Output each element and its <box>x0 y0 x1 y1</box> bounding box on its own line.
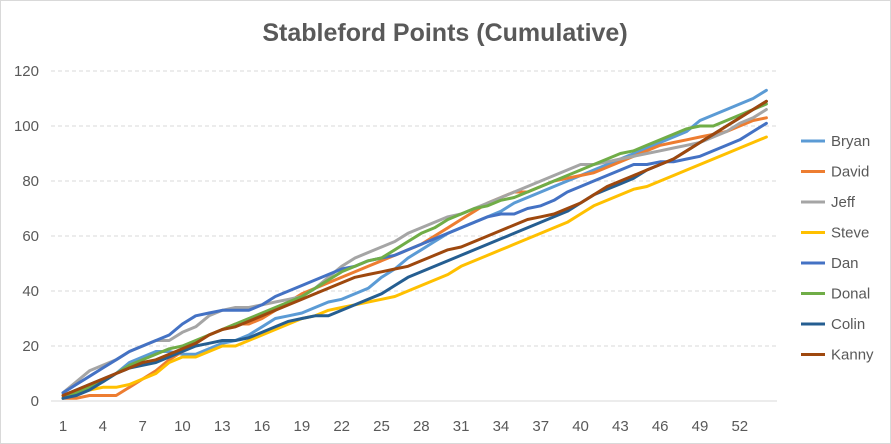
legend-label-jeff: Jeff <box>831 194 856 211</box>
legend-label-bryan: Bryan <box>831 133 870 150</box>
x-tick-label: 49 <box>692 418 709 435</box>
axes: 0 20 40 60 80 100 120 1 4 7 10 13 16 19 22 25 28 31 34 37 40… <box>14 63 777 435</box>
y-tick-label: 20 <box>22 338 39 355</box>
legend-label-steve: Steve <box>831 225 869 242</box>
x-tick-label: 40 <box>572 418 589 435</box>
series-line-kanny <box>61 99 768 397</box>
x-tick-label: 37 <box>532 418 549 435</box>
y-tick-label: 60 <box>22 228 39 245</box>
y-tick-label: 40 <box>22 283 39 300</box>
x-tick-label: 22 <box>333 418 350 435</box>
y-tick-label: 100 <box>14 118 39 135</box>
x-tick-label: 31 <box>453 418 470 435</box>
y-tick-label: 0 <box>31 393 39 410</box>
x-tick-label: 25 <box>373 418 390 435</box>
chart-title: Stableford Points (Cumulative) <box>262 19 627 47</box>
x-tick-label: 4 <box>99 418 107 435</box>
series-line-donal <box>61 102 768 400</box>
y-tick-label: 120 <box>14 63 39 80</box>
legend-label-donal: Donal <box>831 286 870 303</box>
gridlines <box>51 70 777 347</box>
legend-label-kanny: Kanny <box>831 347 874 364</box>
x-tick-label: 16 <box>254 418 271 435</box>
legend-label-david: David <box>831 164 869 181</box>
legend-label-dan: Dan <box>831 255 859 272</box>
series-line-steve <box>61 135 768 397</box>
legend: Bryan David Jeff Steve Dan Donal Colin Kanny <box>801 133 874 364</box>
x-tick-label: 52 <box>731 418 748 435</box>
series-line-jeff <box>61 108 768 395</box>
x-tick-label: 13 <box>214 418 231 435</box>
x-tick-label: 10 <box>174 418 191 435</box>
series-lines <box>61 88 768 400</box>
legend-label-colin: Colin <box>831 316 865 333</box>
x-tick-label: 43 <box>612 418 629 435</box>
x-tick-label: 46 <box>652 418 669 435</box>
x-tick-label: 28 <box>413 418 430 435</box>
x-tick-label: 7 <box>138 418 146 435</box>
x-tick-label: 1 <box>59 418 67 435</box>
series-line-dan <box>61 121 768 395</box>
y-tick-label: 80 <box>22 173 39 190</box>
x-tick-label: 34 <box>493 418 510 435</box>
x-tick-label: 19 <box>294 418 311 435</box>
